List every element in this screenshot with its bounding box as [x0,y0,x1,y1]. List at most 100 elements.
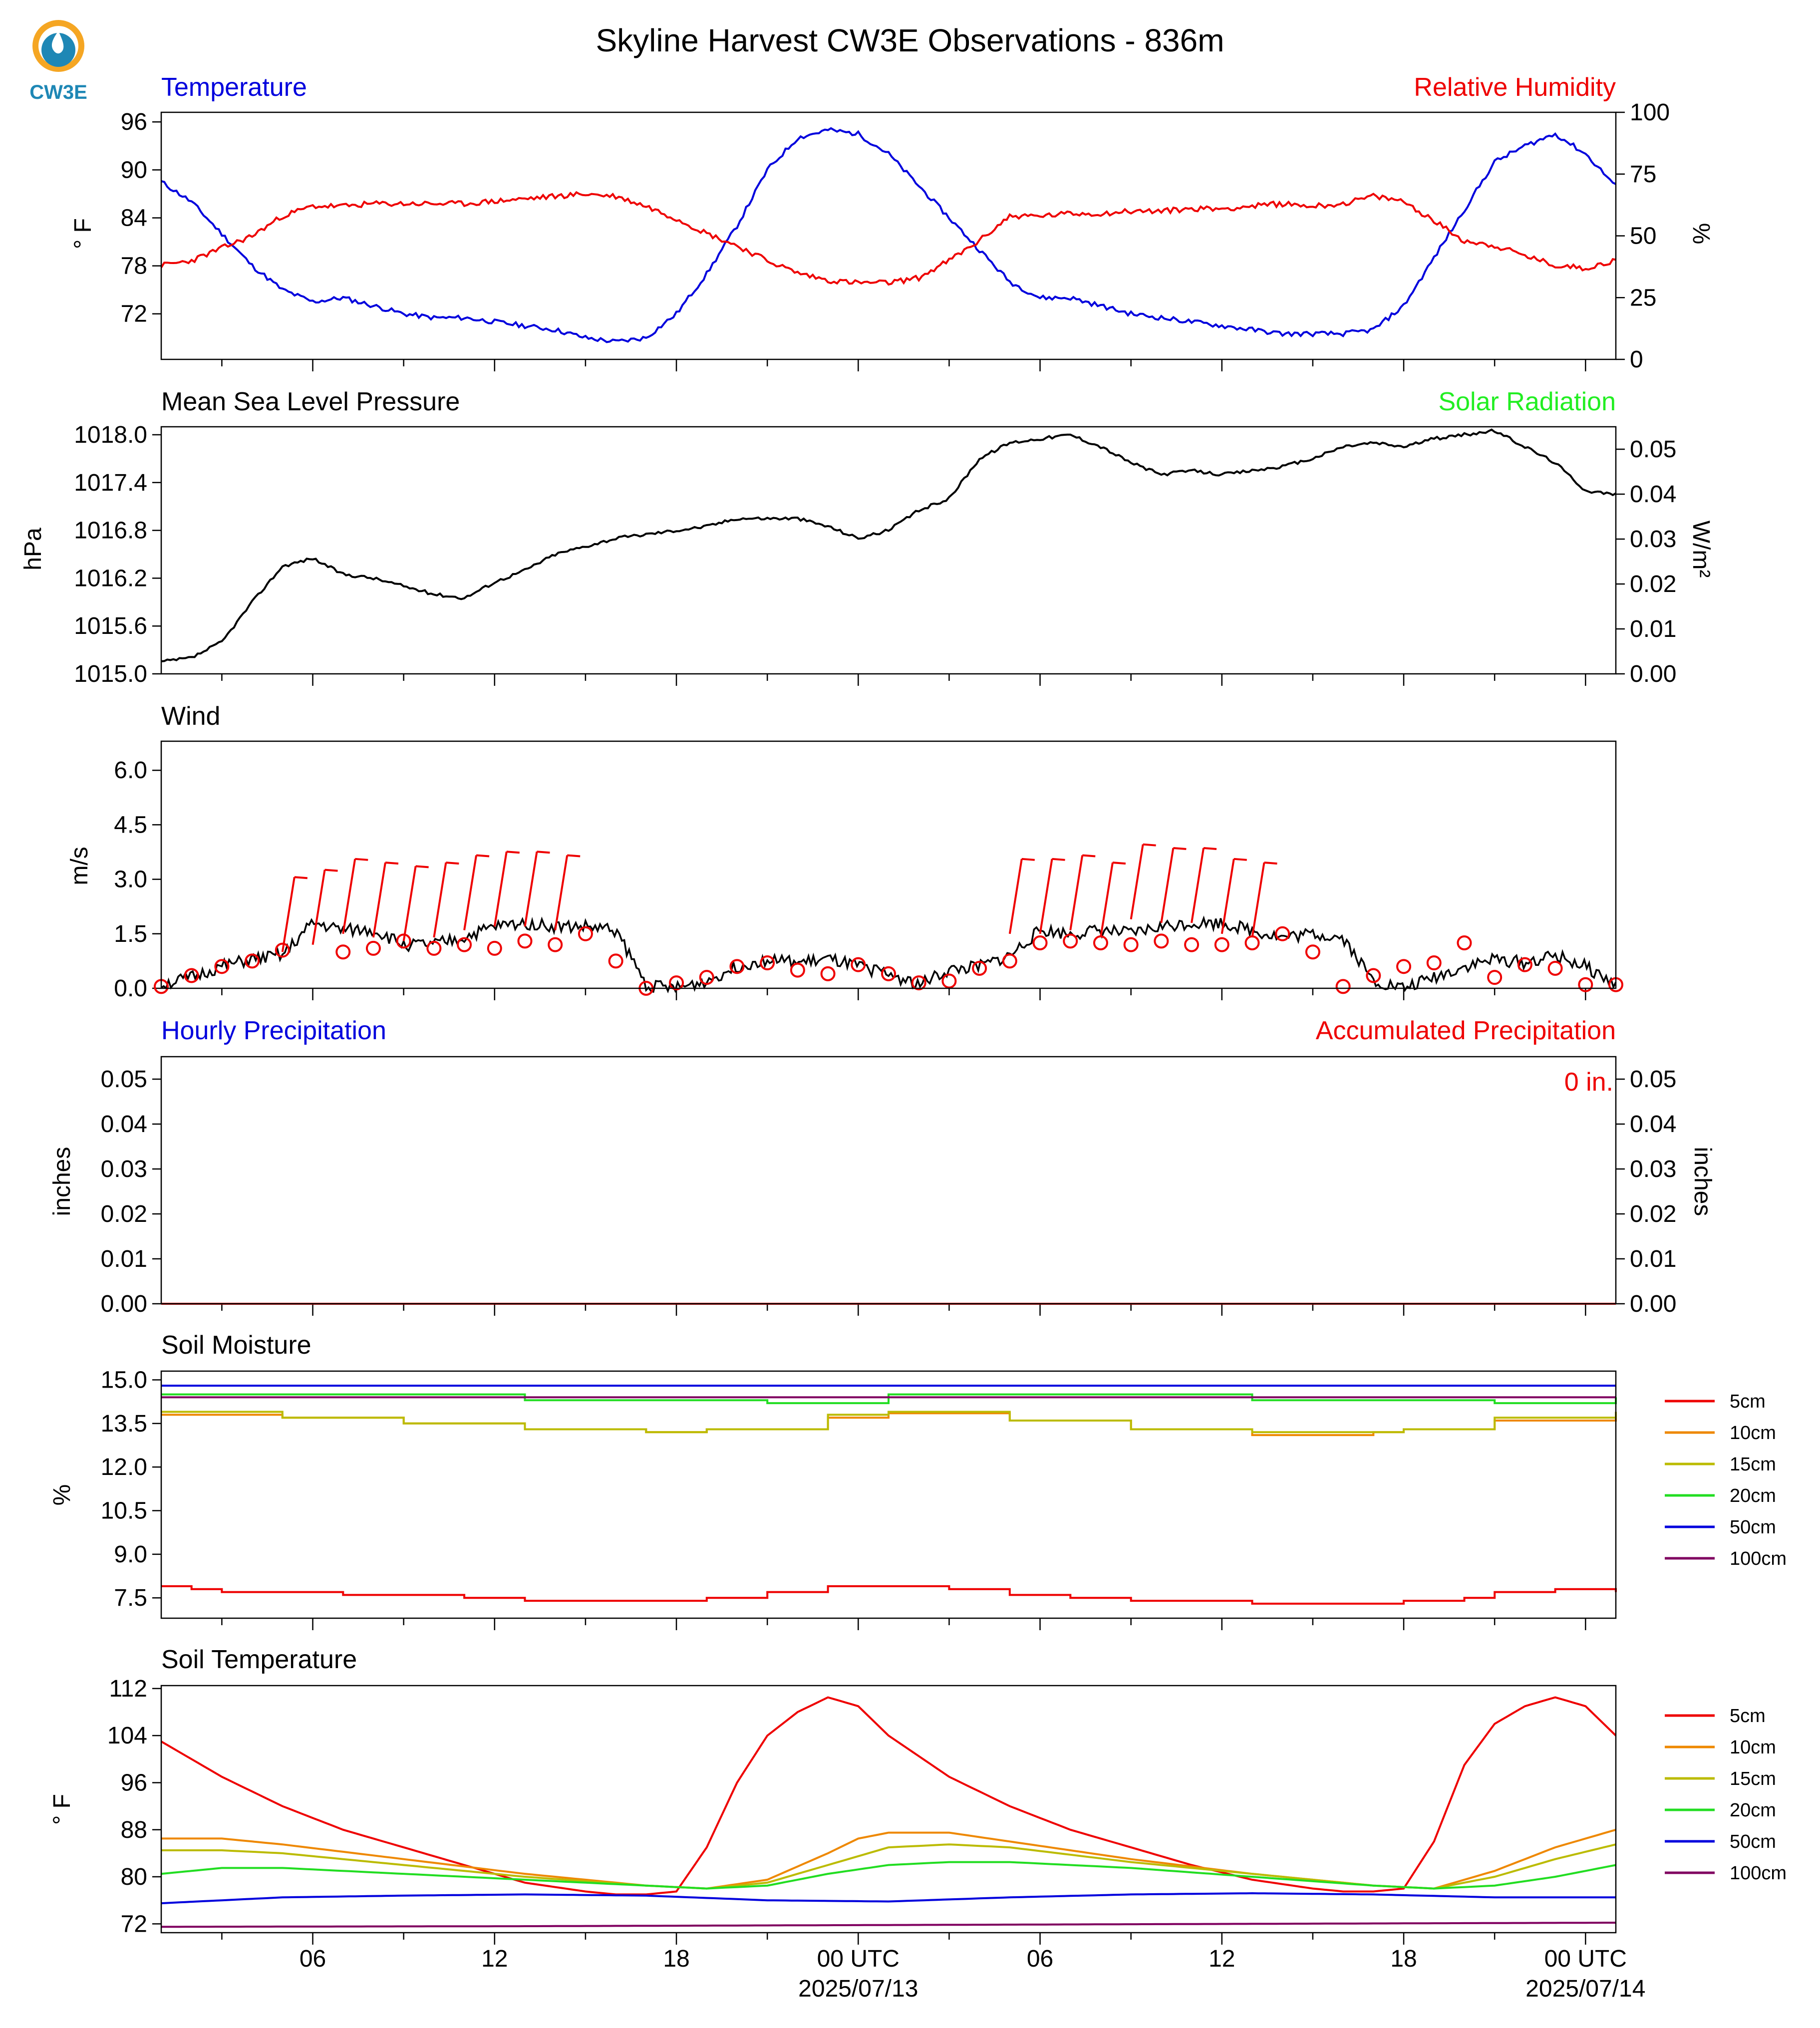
ytick-label: 0.01 [101,1246,147,1272]
ytick-label: 72 [121,301,147,327]
ytick-label: 112 [109,1676,147,1702]
barb-staff [372,862,386,938]
y2tick-label: 0.05 [1630,436,1676,463]
temperature-line [161,127,1616,343]
wind-barb [311,869,338,945]
rh-yticks: 100 75 50 25 0 [1616,99,1670,373]
gust-marker [1214,937,1229,952]
barb-flag [476,854,490,858]
ytick-label: 3.0 [114,867,147,893]
gust-marker [881,966,896,981]
wind-xticks [221,988,1586,1000]
y2tick-label: 0.02 [1630,571,1676,597]
gust-marker [426,940,442,956]
ytick-label: 0.05 [101,1066,147,1093]
ytick-label: 1016.2 [74,565,147,591]
legend-item: 20cm [1665,1485,1776,1506]
barb-staff [1220,859,1235,934]
ytick-label: 96 [121,1769,147,1796]
gust-marker [1275,926,1290,941]
y2tick-label: 0.02 [1630,1201,1676,1227]
panel-soil-moisture: Soil Moisture % 15.0 13.5 12.0 10.5 9.0 7.5 5… [49,1331,1787,1630]
gust-marker [1547,960,1563,976]
gust-marker [335,944,351,960]
legend-label: 100cm [1730,1548,1787,1569]
precip-ylabel: inches [49,1147,75,1216]
wind-barb [402,865,429,941]
ytick-label: 96 [121,109,147,135]
y2tick-label: 0.00 [1630,661,1676,687]
temperature-title: Temperature [161,73,307,102]
ytick-label: 13.5 [101,1411,147,1437]
soil-temperature-line-5cm [160,1696,1617,1896]
legend-label: 5cm [1730,1391,1766,1412]
pressure-plot [161,428,1616,662]
legend-label: 20cm [1730,1800,1776,1821]
date-label: 2025/07/13 [798,1976,918,2002]
gust-marker [1154,933,1169,949]
wind-plot [154,843,1623,996]
barb-staff [1160,848,1175,923]
pressure-line [161,428,1616,662]
barb-staff [493,851,508,927]
barb-flag [1264,862,1277,865]
wind-barb [554,854,581,930]
barb-flag [1082,854,1096,858]
rh-line [160,191,1616,286]
barb-staff [524,851,538,927]
gust-marker [1517,957,1532,972]
soil-temperature-line-15cm [161,1843,1616,1890]
xtick-label: 18 [1390,1946,1417,1972]
wind-title: Wind [161,702,220,731]
ytick-label: 72 [121,1911,147,1937]
y2tick-label: 75 [1630,161,1656,188]
legend-item: 50cm [1665,1831,1776,1852]
soil-temperature-xticks [221,1933,1586,1945]
soil-moisture-ylabel: % [49,1484,75,1506]
pressure-xticks [221,674,1586,686]
soil-temperature-ylabel: ° F [49,1794,75,1825]
barb-staff [1191,848,1205,923]
gust-marker [911,975,926,991]
soil-temperature-title: Soil Temperature [161,1645,357,1674]
ytick-label: 88 [121,1817,147,1843]
legend-item: 5cm [1665,1706,1766,1727]
logo-text: CW3E [29,81,87,103]
gust-marker [699,970,714,985]
gust-marker [941,973,957,989]
droplet-icon [51,31,64,54]
ytick-label: 80 [121,1864,147,1890]
gust-marker [487,940,502,956]
hourly-precip-title: Hourly Precipitation [161,1016,386,1045]
ytick-label: 4.5 [114,812,147,838]
y2tick-label: 25 [1630,285,1656,311]
barb-flag [1143,843,1156,847]
xtick-label: 00 UTC [1544,1946,1627,1972]
figure-title: Skyline Harvest CW3E Observations - 836m [596,22,1224,58]
ytick-label: 10.5 [101,1498,147,1524]
legend-item: 15cm [1665,1454,1776,1475]
xtick-label: 00 UTC [817,1946,900,1972]
soil-temperature-line-10cm [161,1828,1616,1890]
wind-barb [1008,858,1035,934]
gust-marker [760,955,775,971]
gust-marker [275,942,290,958]
legend-label: 20cm [1730,1485,1776,1506]
barb-flag [1203,847,1217,850]
legend-label: 15cm [1730,1768,1776,1789]
wind-barb [1130,843,1156,920]
wind-barb [524,851,550,927]
temperature-ylabel: ° F [70,218,96,249]
barb-staff [1069,855,1084,930]
wind-barb [493,851,520,927]
legend-label: 5cm [1730,1706,1766,1727]
y2tick-label: 0.03 [1630,526,1676,553]
wind-barb [1220,858,1247,934]
ytick-label: 12.0 [101,1454,147,1480]
barb-staff [463,855,478,930]
legend-item: 5cm [1665,1391,1766,1412]
soil-moisture-line-5cm [161,1585,1617,1605]
y2tick-label: 50 [1630,223,1656,250]
soil-temperature-line-100cm [161,1922,1616,1928]
ytick-label: 0.03 [101,1156,147,1182]
